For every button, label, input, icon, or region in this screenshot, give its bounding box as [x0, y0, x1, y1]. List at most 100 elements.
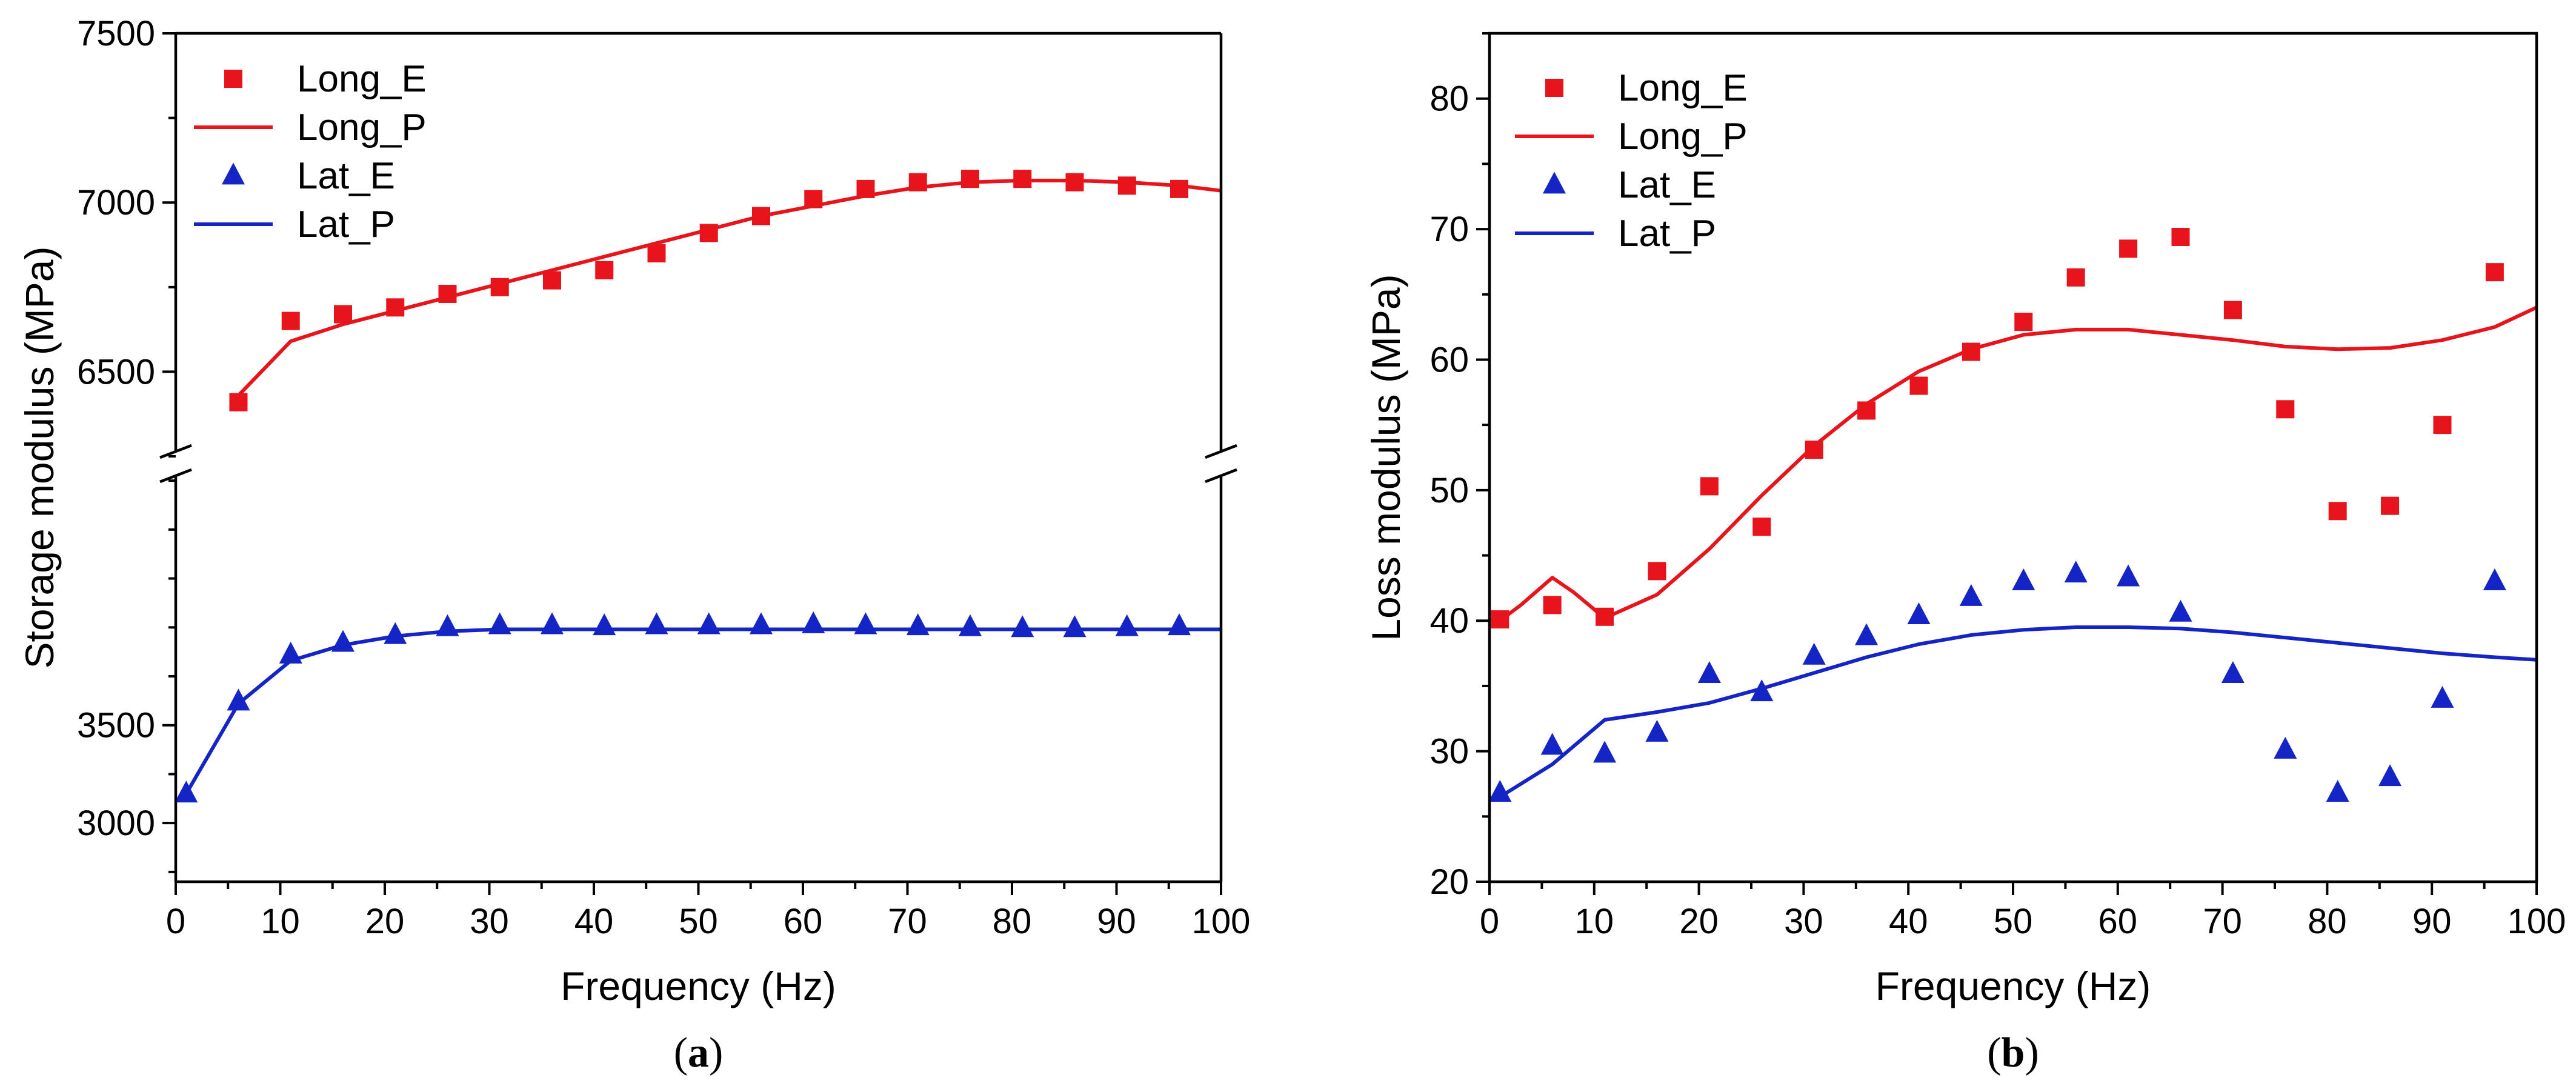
panel-b-point-long-e — [1700, 477, 1719, 496]
panel-b-legend-item: Lat_P — [1515, 213, 1716, 255]
panel-a-point-lat-e — [906, 613, 930, 636]
panel-a-x-tick-label: 20 — [365, 902, 405, 941]
panel-b-point-long-e — [2014, 313, 2033, 331]
panel-b-legend-item: Lat_E — [1543, 164, 1716, 206]
panel-a-line-lat-p — [184, 627, 1221, 795]
panel-b-point-long-e — [2485, 263, 2504, 282]
panel-b-x-tick-label: 30 — [1784, 902, 1823, 941]
panel-a-series-lat-e — [175, 611, 1191, 803]
panel-b-point-long-e — [1543, 596, 1562, 614]
panel-b-point-lat-e — [2117, 564, 2140, 587]
panel-b-caption-letter: b — [2002, 1030, 2025, 1076]
panel-a-point-lat-e — [384, 622, 407, 644]
panel-a-series-lat-p — [184, 627, 1221, 795]
panel-b-plot-area — [1488, 228, 2538, 802]
panel-b-legend-label: Long_E — [1618, 67, 1748, 109]
panel-b-caption-label: (b) — [1987, 1030, 2039, 1076]
panel-b-point-lat-e — [1593, 741, 1617, 763]
panel-a-legend: Long_E Long_P Lat_E Lat_P — [194, 58, 427, 245]
panel-b-series-lat-p — [1499, 625, 2537, 799]
panel-a-axes: 0 10 20 30 40 50 60 70 80 90 100 3000 3500 6500 7000 75… — [77, 14, 1250, 941]
panel-a-point-long-e — [1170, 179, 1188, 198]
panel-b-point-long-e — [2223, 301, 2242, 319]
panel-a-plot-area — [175, 170, 1222, 803]
panel-b-legend: Long_E Long_P Lat_E Lat_P — [1515, 67, 1748, 255]
panel-a-storage-modulus-chart: 0 10 20 30 40 50 60 70 80 90 100 3000 3500 6500 7000 75… — [17, 14, 1250, 1076]
panel-b-legend-marker-swatch — [1545, 79, 1563, 97]
panel-a-caption-letter: a — [688, 1030, 709, 1076]
panel-a-x-tick-label: 70 — [888, 902, 927, 941]
panel-a-y-tick-label: 7000 — [77, 183, 155, 222]
panel-b-y-tick-label: 70 — [1429, 210, 1469, 249]
panel-a-axis-break-mark — [159, 444, 192, 459]
panel-b-axes-frame — [1488, 32, 2538, 884]
panel-b-point-long-e — [2276, 400, 2295, 419]
panel-a-x-tick-label: 10 — [261, 902, 300, 941]
panel-a-x-tick-label: 90 — [1097, 902, 1136, 941]
panel-b-x-tick-label: 70 — [2203, 902, 2242, 941]
panel-a-point-long-e — [647, 244, 666, 262]
panel-b-point-long-e — [1909, 376, 1928, 395]
panel-b-point-lat-e — [2431, 685, 2454, 708]
panel-b-y-axis-title: Loss modulus (MPa) — [1363, 274, 1408, 641]
panel-a-point-long-e — [281, 311, 300, 330]
panel-a-point-lat-e — [593, 613, 616, 636]
panel-a-point-lat-e — [227, 688, 250, 711]
panel-b-point-lat-e — [1488, 779, 1512, 802]
panel-a-axis-break-mark — [159, 468, 192, 484]
panel-a-point-lat-e — [959, 614, 982, 636]
panel-b-point-long-e — [2328, 502, 2347, 521]
panel-b-y-tick-label: 40 — [1429, 601, 1469, 641]
panel-a-point-long-e — [1117, 176, 1136, 195]
panel-a-x-tick-label: 50 — [679, 902, 718, 941]
panel-b-point-lat-e — [2326, 779, 2349, 802]
panel-a-point-lat-e — [1168, 613, 1191, 636]
panel-b-y-tick-label: 60 — [1429, 340, 1469, 379]
panel-b-line-lat-p — [1499, 625, 2537, 799]
panel-b-x-tick-label: 0 — [1480, 902, 1499, 941]
panel-a-legend-item: Long_E — [224, 58, 427, 100]
panel-a-point-long-e — [595, 261, 614, 279]
panel-b-point-lat-e — [2483, 568, 2506, 591]
panel-b-point-lat-e — [1907, 602, 1931, 625]
panel-a-point-lat-e — [1063, 615, 1087, 638]
panel-b-y-tick-label: 50 — [1429, 471, 1469, 510]
panel-b-legend-label: Lat_P — [1618, 213, 1716, 255]
panel-a-y-tick-label: 6500 — [77, 352, 155, 391]
panel-b-y-tick-label: 80 — [1429, 79, 1469, 119]
panel-b-point-long-e — [2066, 268, 2085, 287]
panel-a-legend-label: Long_E — [297, 58, 427, 100]
panel-b-legend-label: Lat_E — [1618, 164, 1716, 206]
panel-a-x-tick-label: 100 — [1192, 902, 1251, 941]
panel-b-point-lat-e — [1802, 642, 1826, 665]
panel-a-legend-label: Long_P — [297, 107, 427, 148]
panel-b-x-tick-label: 90 — [2412, 902, 2452, 941]
panel-a-legend-marker-swatch — [222, 162, 245, 185]
panel-a-line-long-p — [237, 178, 1222, 397]
panel-b-x-tick-label: 60 — [2098, 902, 2138, 941]
panel-a-point-long-e — [229, 393, 248, 411]
panel-a-y-tick-label: 7500 — [77, 14, 155, 53]
panel-a-point-long-e — [334, 305, 352, 324]
panel-b-series-lat-e — [1488, 561, 2506, 802]
panel-b-loss-modulus-chart: 0 10 20 30 40 50 60 70 80 90 100 20 30 40 50 60 70 80 Lon… — [1363, 32, 2566, 1076]
panel-b-x-tick-label: 80 — [2308, 902, 2347, 941]
panel-a-legend-item: Lat_E — [222, 155, 395, 197]
panel-b-y-tick-label: 20 — [1429, 862, 1469, 902]
panel-b-line-long-p — [1499, 305, 2538, 622]
panel-a-x-axis-title: Frequency (Hz) — [561, 964, 836, 1008]
panel-a-legend-item: Lat_P — [194, 204, 395, 245]
panel-b-point-lat-e — [2221, 661, 2245, 683]
panel-b-legend-item: Long_P — [1515, 116, 1748, 158]
panel-a-y-axis-title: Storage modulus (MPa) — [17, 247, 62, 669]
panel-b-point-long-e — [2171, 228, 2190, 246]
panel-a-axis-break-mark — [1205, 444, 1237, 459]
panel-b-legend-item: Long_E — [1545, 67, 1748, 109]
panel-b-series-long-p — [1499, 305, 2538, 622]
panel-b-legend-marker-swatch — [1543, 172, 1566, 194]
panel-b-point-lat-e — [1697, 661, 1721, 683]
panel-a-x-tick-label: 60 — [784, 902, 823, 941]
panel-b-series-long-e — [1491, 228, 2504, 629]
panel-a-legend-label: Lat_E — [297, 155, 395, 197]
